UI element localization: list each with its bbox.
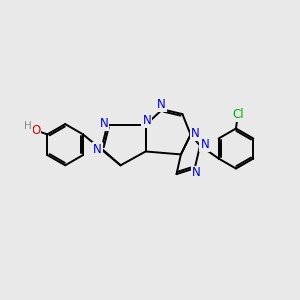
Text: Cl: Cl (232, 108, 244, 121)
Text: N: N (99, 117, 108, 130)
Text: N: N (142, 114, 151, 127)
Text: H: H (24, 122, 32, 131)
Text: N: N (157, 98, 166, 111)
Text: N: N (192, 167, 200, 179)
Text: N: N (200, 139, 209, 152)
Text: N: N (191, 127, 200, 140)
Text: O: O (31, 124, 40, 137)
Text: N: N (93, 142, 102, 156)
